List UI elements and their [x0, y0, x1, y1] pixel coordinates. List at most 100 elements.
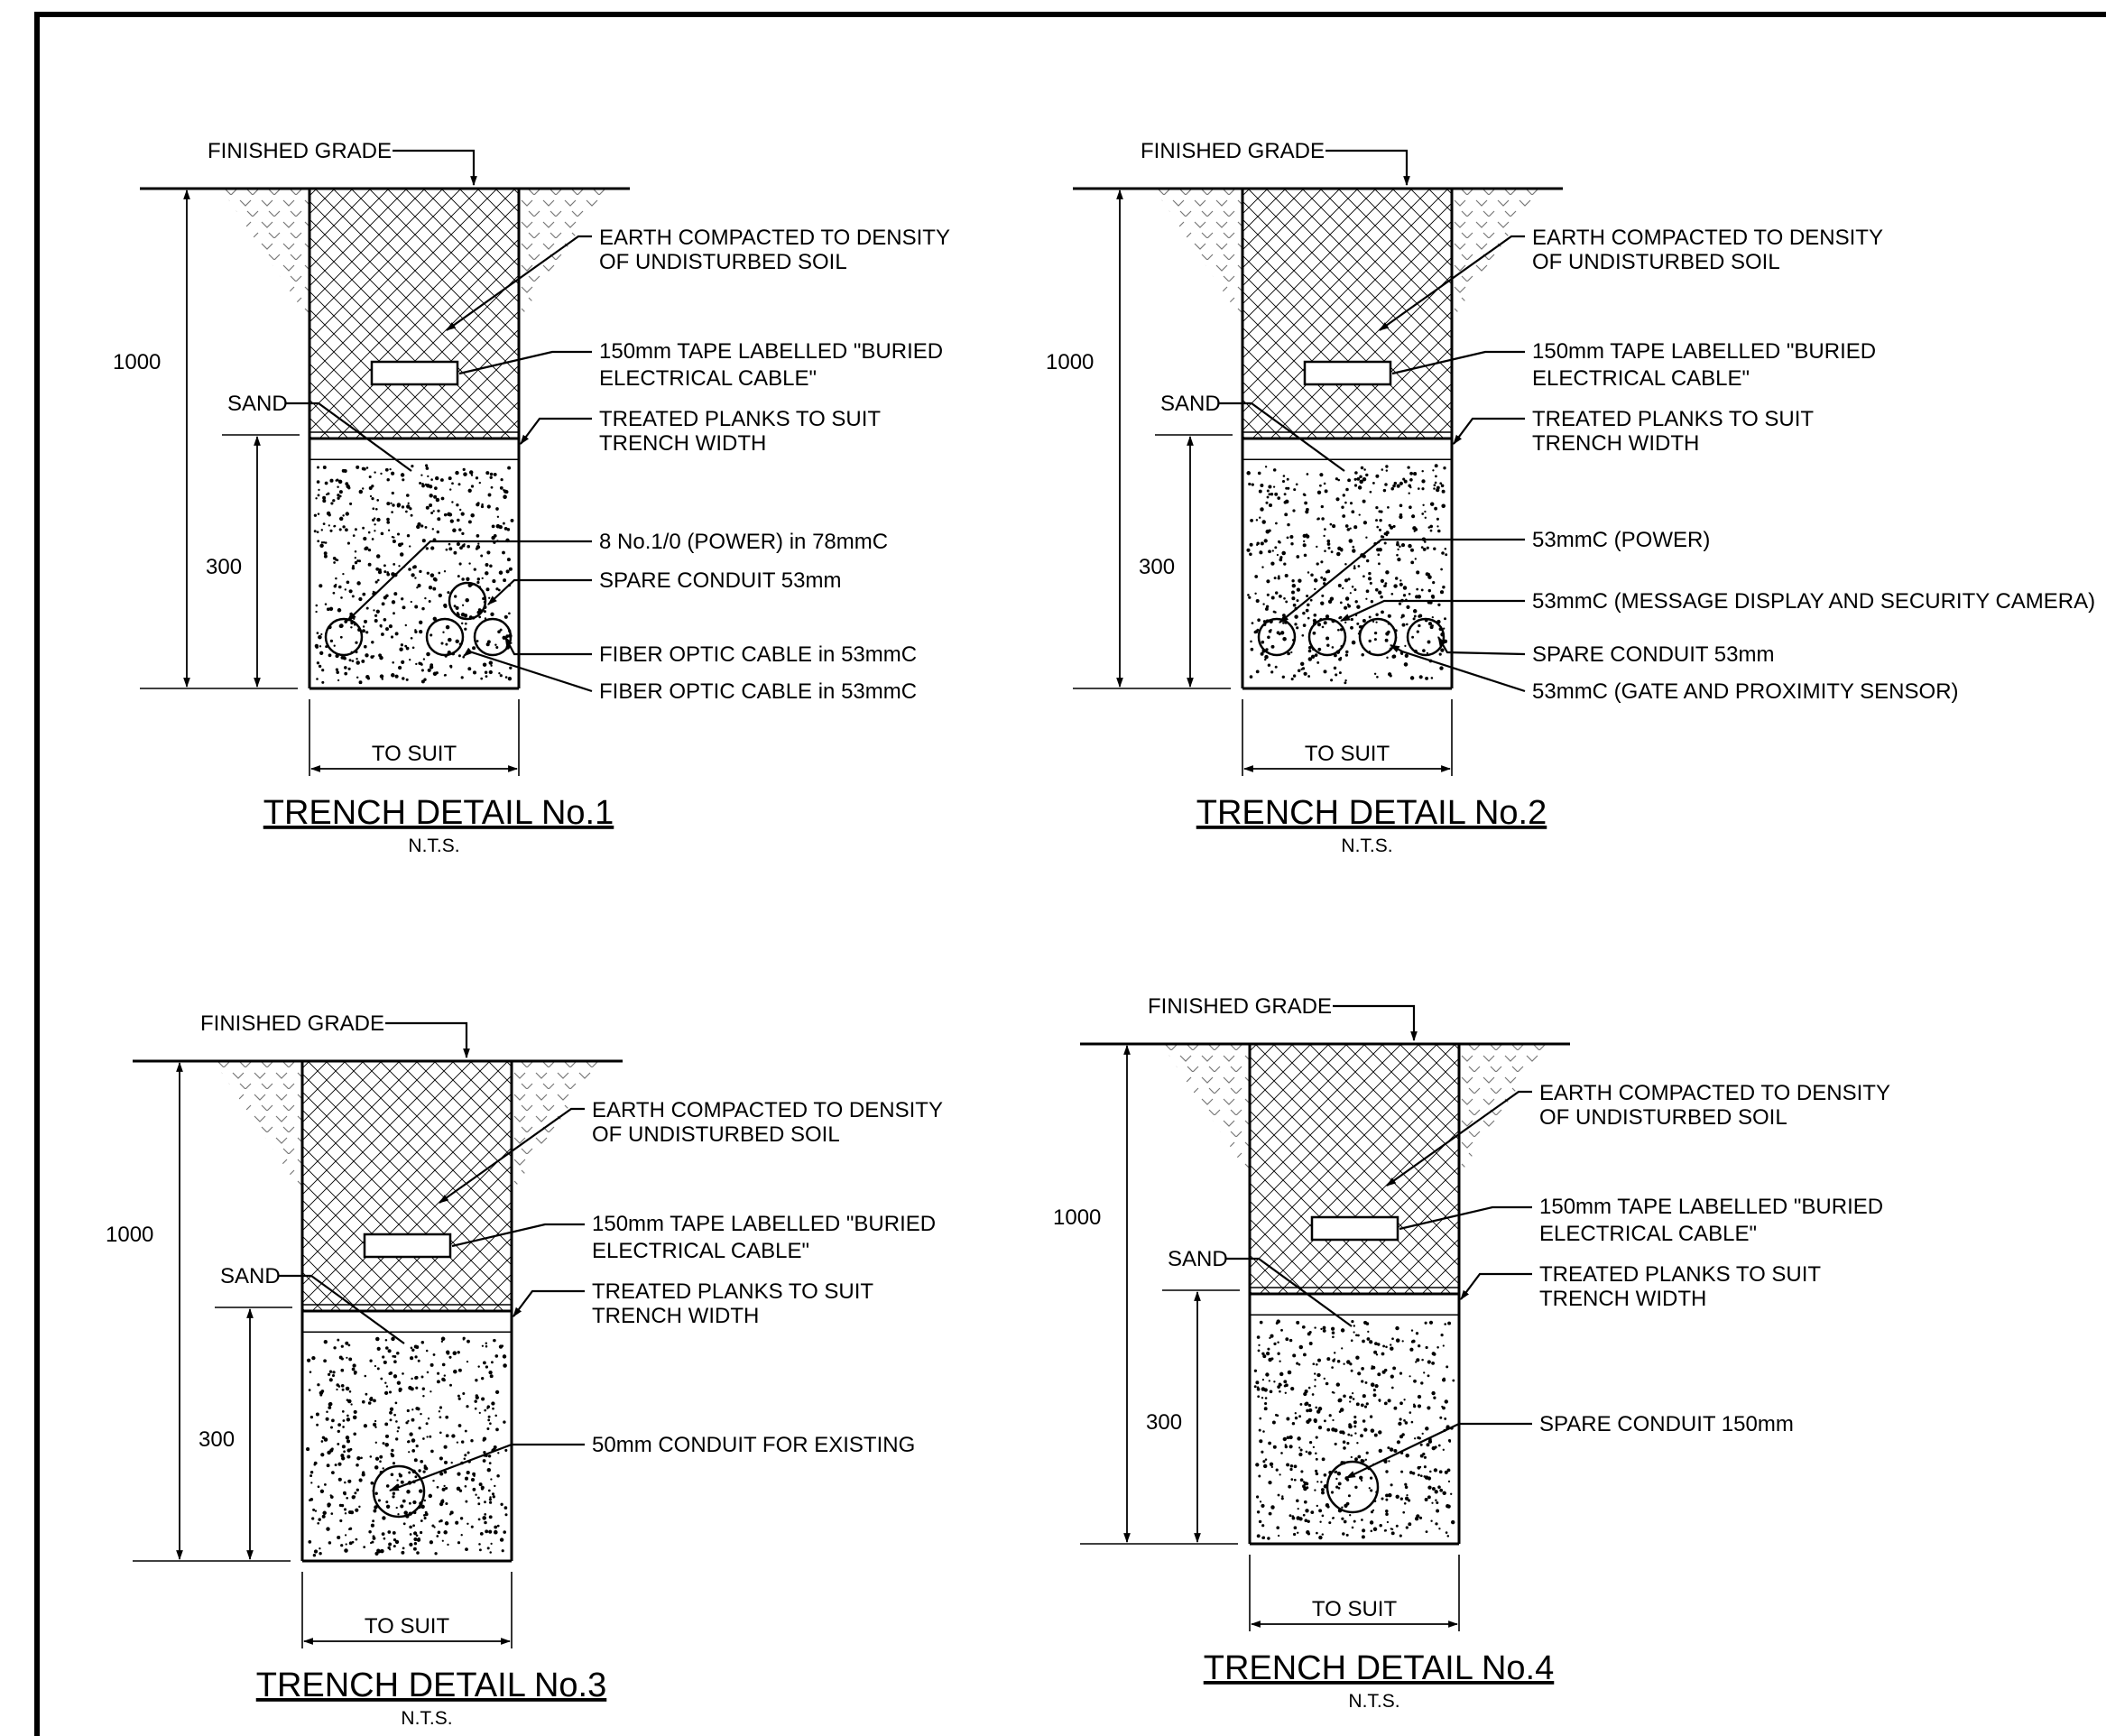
sand-dot: [1375, 621, 1378, 623]
sand-dot: [387, 1546, 391, 1550]
sand-dot: [1404, 644, 1407, 648]
planks-note-line2: TRENCH WIDTH: [1532, 431, 1699, 456]
sand-dot: [317, 494, 320, 497]
sand-dot: [1277, 577, 1280, 580]
sand-dot: [1404, 1485, 1409, 1490]
sand-dot: [1422, 649, 1426, 652]
sand-dot: [1307, 1417, 1312, 1422]
sand-dot: [371, 641, 374, 644]
sand-dot: [342, 514, 345, 517]
sand-dot: [328, 1402, 332, 1407]
sand-dot: [456, 612, 459, 614]
conduit-note-1: 53mmC (POWER): [1532, 528, 1710, 552]
sand-dot: [318, 1518, 321, 1521]
sand-dot: [464, 1484, 467, 1488]
conduit-leader-2: [487, 578, 592, 605]
sand-dot: [1265, 605, 1270, 608]
sand-dot: [457, 1397, 461, 1400]
sand-dot: [1264, 607, 1269, 611]
sand-dot: [374, 1419, 377, 1423]
sand-dot: [1354, 1485, 1358, 1490]
sand-dot: [354, 1491, 357, 1495]
sand-dot: [420, 1530, 423, 1535]
sand-dot: [1268, 485, 1272, 489]
sand-dot: [1349, 502, 1353, 505]
sand-dot: [1285, 1383, 1289, 1388]
sand-dot: [1431, 1487, 1436, 1491]
width-label: TO SUIT: [1305, 742, 1390, 766]
sand-dot: [455, 639, 459, 643]
dim-text-sand: 300: [1146, 1410, 1182, 1435]
sand-dot: [406, 1490, 411, 1494]
sand-dot: [1412, 617, 1416, 621]
earth-leader: [439, 1107, 585, 1204]
sand-dot: [358, 1505, 361, 1509]
sand-dot: [1349, 1514, 1352, 1517]
sand-dot: [477, 1518, 481, 1521]
sand-dot: [374, 530, 376, 532]
sand-dot: [1353, 484, 1358, 487]
sand-dot: [374, 619, 378, 623]
sand-dot: [430, 512, 434, 514]
sand-dot: [1331, 1366, 1334, 1369]
sand-dot: [418, 661, 421, 665]
sand-dot: [1420, 588, 1424, 592]
sand-dot: [1298, 1363, 1301, 1366]
conduit-leader-3: [504, 636, 592, 656]
sand-dot: [346, 1454, 351, 1459]
sand-dot: [327, 1372, 331, 1377]
sand-dot: [1379, 518, 1382, 522]
sand-dot: [1291, 579, 1295, 583]
detail-title: TRENCH DETAIL No.1: [263, 794, 614, 832]
sand-dot: [427, 668, 431, 672]
sand-dot: [373, 609, 375, 612]
sand-dot: [1246, 548, 1251, 552]
sand-dot: [1444, 617, 1446, 621]
sand-dot: [1382, 1344, 1386, 1348]
sand-dot: [1446, 1504, 1450, 1509]
sand-dot: [1432, 469, 1435, 472]
sand-dot: [1378, 1448, 1382, 1454]
tape-note-line1: 150mm TAPE LABELLED "BURIED: [592, 1212, 936, 1236]
sand-dot: [1390, 1346, 1394, 1351]
sand-dot: [1444, 548, 1447, 550]
sand-dot: [498, 672, 501, 675]
sand-dot: [393, 1360, 397, 1364]
sand-dot: [1344, 679, 1347, 682]
sand-dot: [490, 612, 494, 616]
sand-dot: [340, 1344, 344, 1348]
sand-dot: [376, 499, 380, 502]
sand-dot: [1416, 587, 1419, 591]
sand-dot: [351, 566, 356, 570]
sand-dot: [1256, 543, 1259, 547]
sand-dot: [1270, 1465, 1273, 1469]
sand-dot: [1365, 597, 1368, 600]
conduit-leader-4: [1390, 644, 1526, 693]
sand-dot: [446, 1351, 450, 1355]
sand-dot: [1286, 477, 1289, 481]
sand-dot: [475, 476, 479, 480]
sand-dot: [1268, 1380, 1270, 1382]
sand-dot: [464, 627, 467, 631]
sand-dot: [1335, 1485, 1339, 1489]
sand-dot: [490, 485, 494, 489]
sand-dot: [493, 472, 497, 476]
sand-dot: [449, 1383, 452, 1387]
sand-dot: [1425, 1530, 1428, 1534]
sand-dot: [1423, 540, 1427, 543]
sand-dot: [1348, 1423, 1352, 1427]
sand-dot: [1403, 479, 1408, 484]
sand-dot: [1368, 639, 1372, 643]
sand-dot: [365, 631, 369, 634]
sand-dot: [1351, 1320, 1354, 1324]
sand-dot: [1283, 596, 1286, 600]
sand-dot: [1300, 1470, 1304, 1473]
sand-dot: [1436, 525, 1439, 528]
sand-dot: [459, 1517, 464, 1520]
sand-dot: [351, 595, 355, 598]
sand-dot: [1291, 596, 1296, 601]
sand-dot: [1256, 1335, 1261, 1339]
sand-dot: [392, 503, 395, 507]
sand-dot: [1307, 571, 1310, 574]
sand-dot: [1409, 471, 1414, 476]
